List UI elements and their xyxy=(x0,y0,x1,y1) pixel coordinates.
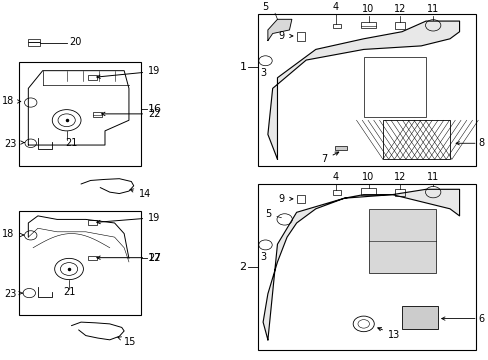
Text: 10: 10 xyxy=(362,4,374,14)
Text: 2: 2 xyxy=(239,262,246,272)
Text: 20: 20 xyxy=(69,37,81,47)
Bar xyxy=(296,195,305,203)
Bar xyxy=(258,14,475,166)
Text: 21: 21 xyxy=(63,287,75,297)
Text: 21: 21 xyxy=(65,138,78,148)
Bar xyxy=(332,190,341,195)
Text: 12: 12 xyxy=(393,172,405,182)
Text: 3: 3 xyxy=(260,252,265,262)
Text: 16: 16 xyxy=(148,104,162,114)
Bar xyxy=(361,188,375,195)
Bar xyxy=(334,146,346,150)
Text: 11: 11 xyxy=(426,4,438,14)
Bar xyxy=(88,220,97,225)
Bar xyxy=(382,120,449,159)
Text: 1: 1 xyxy=(239,62,246,72)
Text: 5: 5 xyxy=(262,2,268,12)
Polygon shape xyxy=(267,21,459,159)
Bar xyxy=(19,211,141,315)
Polygon shape xyxy=(263,189,459,340)
Bar xyxy=(258,184,475,350)
Text: 22: 22 xyxy=(102,109,160,119)
Text: 12: 12 xyxy=(393,4,405,14)
Text: 22: 22 xyxy=(97,253,160,263)
Bar xyxy=(28,39,40,42)
Text: 13: 13 xyxy=(377,328,399,339)
Text: 9: 9 xyxy=(278,31,284,41)
Text: 18: 18 xyxy=(1,229,14,239)
Bar xyxy=(19,62,141,166)
Bar xyxy=(401,306,437,329)
Bar xyxy=(368,209,435,273)
Text: 6: 6 xyxy=(478,314,484,324)
Bar xyxy=(363,57,425,117)
Bar xyxy=(394,22,405,29)
Text: 9: 9 xyxy=(278,194,284,204)
Bar xyxy=(28,42,40,46)
Bar xyxy=(296,32,305,41)
Text: 17: 17 xyxy=(148,253,162,262)
Text: 15: 15 xyxy=(118,337,136,347)
Text: 8: 8 xyxy=(478,138,484,148)
Text: 23: 23 xyxy=(4,289,16,300)
Text: 5: 5 xyxy=(265,209,271,219)
Text: 11: 11 xyxy=(426,172,438,182)
Text: 4: 4 xyxy=(332,2,338,12)
Bar xyxy=(88,75,97,80)
Bar xyxy=(394,189,405,196)
Text: 3: 3 xyxy=(260,68,265,78)
Polygon shape xyxy=(267,19,291,41)
Text: 7: 7 xyxy=(321,152,338,164)
Bar xyxy=(332,24,341,28)
Text: 14: 14 xyxy=(130,189,150,199)
Text: 19: 19 xyxy=(97,213,160,224)
Bar xyxy=(361,22,375,28)
Text: 4: 4 xyxy=(332,172,338,182)
Text: 23: 23 xyxy=(4,139,16,149)
Text: 19: 19 xyxy=(97,66,160,78)
Bar xyxy=(93,112,102,117)
Text: 18: 18 xyxy=(1,96,14,106)
Text: 10: 10 xyxy=(362,172,374,182)
Bar xyxy=(88,256,97,260)
